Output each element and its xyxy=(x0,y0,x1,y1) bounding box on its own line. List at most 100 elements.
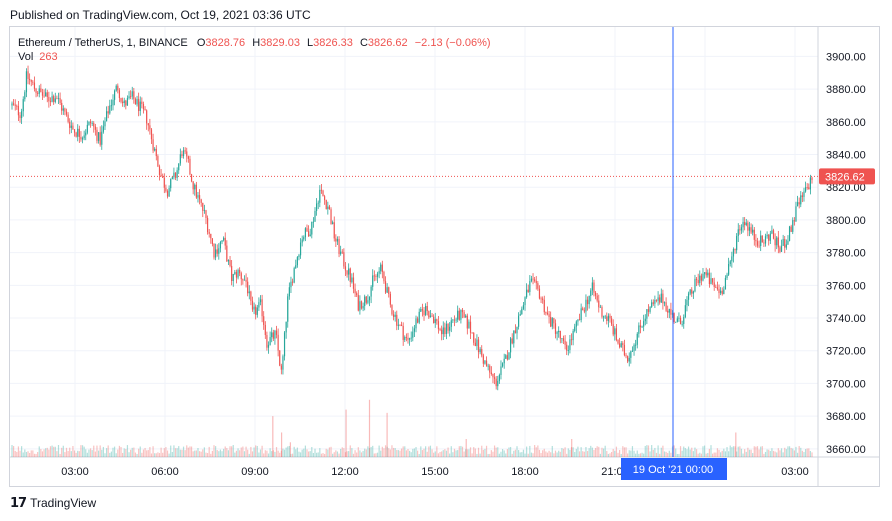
candle-body xyxy=(453,319,456,321)
volume-bar xyxy=(655,452,658,457)
volume-bar xyxy=(378,445,380,457)
candle-body xyxy=(112,99,114,106)
candle-body xyxy=(141,101,143,104)
candle-body xyxy=(243,279,246,281)
candle-body xyxy=(602,316,605,318)
candle-body xyxy=(458,310,460,320)
candle-body xyxy=(133,91,135,100)
volume-bar xyxy=(125,449,127,457)
volume-bar xyxy=(498,453,500,457)
candle-body xyxy=(575,321,577,327)
volume-bar xyxy=(389,449,391,457)
volume-bar xyxy=(142,449,145,457)
candle-body xyxy=(250,291,252,301)
volume-bar xyxy=(290,453,292,457)
candle-body xyxy=(736,236,738,251)
candle-body xyxy=(367,300,369,303)
candle-body xyxy=(117,85,119,91)
candle-body xyxy=(86,124,88,133)
x-tick-label: 18:00 xyxy=(511,466,539,478)
volume-spike xyxy=(465,439,467,457)
candle-body xyxy=(61,102,63,111)
volume-bar xyxy=(428,446,430,457)
volume-bar xyxy=(527,453,529,457)
volume-bar xyxy=(365,449,367,457)
tradingview-logo-icon[interactable]: 17 xyxy=(10,495,27,511)
candle-body xyxy=(272,332,274,339)
volume-bar xyxy=(226,448,228,457)
volume-bar xyxy=(203,447,205,457)
volume-bar xyxy=(186,445,188,457)
candle-body xyxy=(229,260,231,266)
volume-bar xyxy=(534,445,536,457)
candle-body xyxy=(144,109,146,111)
candle-body xyxy=(303,237,305,240)
candle-body xyxy=(267,344,270,348)
x-tick-label: 03:00 xyxy=(781,466,809,478)
volume-bar xyxy=(154,453,156,457)
x-tick-label: 15:00 xyxy=(421,466,449,478)
footer: 17 TradingView xyxy=(10,494,96,512)
chart-frame[interactable] xyxy=(9,26,880,487)
candle-body xyxy=(253,306,255,310)
volume-bar xyxy=(497,447,499,457)
candle-body xyxy=(332,222,334,224)
volume-bar xyxy=(643,453,645,457)
volume-bar xyxy=(166,450,169,457)
candle-body xyxy=(328,206,331,210)
volume-bar xyxy=(168,453,170,457)
candle-body xyxy=(702,273,704,281)
candle-body xyxy=(202,202,204,211)
candle-body xyxy=(307,231,310,237)
candle-body xyxy=(668,309,670,313)
volume-bar xyxy=(542,450,544,457)
volume-bar xyxy=(296,447,298,457)
volume-bar xyxy=(788,446,791,457)
candle-body xyxy=(474,342,476,347)
low-label: L xyxy=(307,37,314,49)
volume-bar xyxy=(391,445,393,457)
volume-bar xyxy=(301,449,303,457)
candle-body xyxy=(437,321,440,330)
volume-bar xyxy=(213,445,215,457)
candle-body xyxy=(532,278,534,280)
candle-body xyxy=(479,349,481,353)
high-value: 3829.03 xyxy=(260,37,300,49)
candle-body xyxy=(596,295,598,301)
volume-bar xyxy=(320,453,323,457)
candle-body xyxy=(769,233,771,241)
candle-body xyxy=(732,249,735,257)
volume-bar xyxy=(612,448,614,457)
candle-body xyxy=(572,330,574,341)
brand-name[interactable]: TradingView xyxy=(30,496,97,510)
volume-bar xyxy=(792,448,794,457)
volume-bar xyxy=(662,445,664,457)
volume-bar xyxy=(231,446,233,457)
volume-bar xyxy=(667,452,669,457)
volume-bar xyxy=(118,445,121,457)
candle-body xyxy=(561,338,563,340)
candle-body xyxy=(687,293,690,300)
volume-bar xyxy=(149,447,151,457)
volume-bar xyxy=(277,450,279,457)
volume-bar xyxy=(24,449,26,457)
volume-bar xyxy=(250,446,252,457)
volume-bar xyxy=(801,450,803,457)
candle-body xyxy=(43,95,45,97)
candle-body xyxy=(91,123,93,124)
volume-bar xyxy=(267,453,270,457)
candle-body xyxy=(146,110,148,124)
volume-spike xyxy=(386,412,388,457)
candle-body xyxy=(580,308,582,321)
volume-bar xyxy=(43,449,45,457)
volume-bar xyxy=(245,446,247,457)
volume-bar xyxy=(580,447,582,457)
volume-bar xyxy=(675,448,677,457)
candle-body xyxy=(503,358,505,364)
candle-body xyxy=(311,221,313,235)
candle-body xyxy=(798,202,800,205)
volume-bar xyxy=(500,451,502,457)
candle-body xyxy=(404,336,406,340)
candle-body xyxy=(570,339,573,341)
